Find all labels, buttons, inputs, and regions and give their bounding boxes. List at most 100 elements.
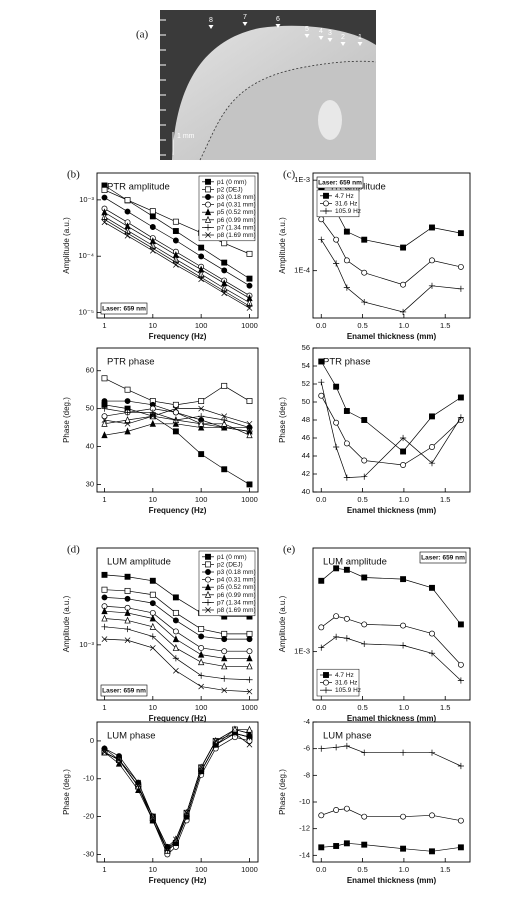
x-axis-label: Frequency (Hz) xyxy=(149,506,207,515)
marker xyxy=(221,382,228,389)
series-line xyxy=(104,729,250,852)
y-axis-label: Amplitude (a.u.) xyxy=(278,217,287,274)
legend-marker xyxy=(323,672,329,678)
marker xyxy=(149,633,156,640)
marker xyxy=(457,394,464,401)
marker xyxy=(149,622,156,630)
marker xyxy=(124,625,131,633)
dej-line xyxy=(199,60,377,161)
marker xyxy=(198,683,205,690)
marker xyxy=(457,817,464,824)
legend-marker xyxy=(205,194,211,200)
legend-marker xyxy=(205,178,211,185)
x-tick-label: 100 xyxy=(195,865,208,874)
marker xyxy=(428,282,436,289)
x-tick-label: 1.5 xyxy=(440,321,450,330)
marker xyxy=(149,224,156,230)
marker xyxy=(101,749,108,756)
x-tick-label: 10 xyxy=(149,865,157,874)
plot-frame xyxy=(96,721,259,863)
y-tick-label: 1E-4 xyxy=(294,266,310,275)
legend-label: 31.6 Hz xyxy=(335,680,357,687)
annotation: Laser: 659 nm xyxy=(102,306,146,313)
plot-frame xyxy=(312,172,471,319)
marker xyxy=(172,594,179,601)
marker xyxy=(429,224,435,231)
marker xyxy=(429,630,435,637)
marker xyxy=(333,613,340,620)
marker xyxy=(149,813,156,820)
marker xyxy=(149,614,156,622)
plot-frame xyxy=(312,547,471,701)
marker xyxy=(172,839,179,847)
point-label: 2 xyxy=(341,34,345,41)
marker xyxy=(221,648,228,655)
legend-label: 31.6 Hz xyxy=(335,200,357,207)
x-tick-label: 1.5 xyxy=(440,865,450,874)
annotation-box xyxy=(100,302,148,315)
x-tick-label: 0.5 xyxy=(357,321,367,330)
marker xyxy=(246,481,253,488)
marker xyxy=(149,247,156,254)
marker xyxy=(101,194,108,201)
x-axis-label: Frequency (Hz) xyxy=(149,714,207,723)
marker xyxy=(101,405,108,412)
marker xyxy=(198,672,205,679)
legend-marker xyxy=(205,201,211,208)
panel-label: (a) xyxy=(136,29,149,41)
legend-marker xyxy=(323,192,329,199)
marker xyxy=(164,844,171,850)
chart-title: LUM amplitude xyxy=(323,557,387,568)
marker xyxy=(318,812,325,819)
annotation: Laser: 659 nm xyxy=(102,688,146,695)
legend-marker xyxy=(204,208,212,216)
legend-marker xyxy=(205,576,211,583)
marker xyxy=(333,419,340,426)
point-arrow xyxy=(357,42,363,46)
marker xyxy=(101,216,108,223)
marker xyxy=(428,650,436,657)
marker xyxy=(361,749,368,756)
legend-marker xyxy=(204,583,212,591)
marker xyxy=(343,257,350,264)
marker xyxy=(124,208,131,215)
marker xyxy=(221,687,228,694)
legend-label: p6 (0.99 mm) xyxy=(217,217,256,224)
marker xyxy=(198,276,205,283)
series-line xyxy=(321,567,462,625)
y-axis-label: Phase (deg.) xyxy=(62,397,71,443)
marker xyxy=(101,607,108,615)
marker xyxy=(429,444,435,450)
marker xyxy=(101,431,108,439)
marker xyxy=(198,244,205,251)
marker xyxy=(164,847,171,854)
x-tick-label: 1 xyxy=(102,321,106,330)
y-tick-label: 10⁻³ xyxy=(79,195,94,204)
x-tick-label: 0.5 xyxy=(357,703,367,712)
marker xyxy=(361,841,368,848)
marker xyxy=(149,645,156,651)
marker xyxy=(343,635,350,642)
x-tick-label: 1.0 xyxy=(399,865,409,874)
legend-label: p8 (1.69 mm) xyxy=(217,607,256,614)
marker xyxy=(343,840,350,847)
marker xyxy=(221,259,228,266)
marker xyxy=(343,284,350,291)
marker xyxy=(333,744,340,751)
legend-marker xyxy=(322,687,330,694)
marker xyxy=(221,662,228,670)
legend-label: p8 (1.69 mm) xyxy=(217,232,256,239)
marker xyxy=(361,417,368,423)
y-tick-label: 40 xyxy=(86,442,94,451)
marker xyxy=(198,768,205,775)
series-line xyxy=(321,842,461,852)
legend-label: p1 (0 mm) xyxy=(217,554,247,561)
pulp-highlight xyxy=(318,100,342,140)
marker xyxy=(318,745,325,752)
y-tick-label: -10 xyxy=(299,797,310,806)
marker xyxy=(429,257,435,264)
marker xyxy=(343,228,350,235)
y-tick-label: 0 xyxy=(90,736,94,745)
y-axis-label: Phase (deg.) xyxy=(278,397,287,443)
